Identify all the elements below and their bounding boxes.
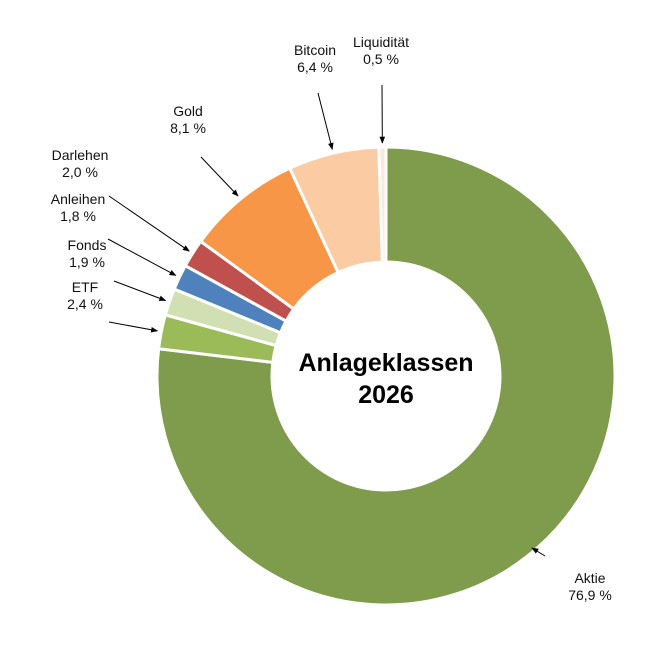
center-title-line-1: Anlageklassen — [298, 349, 473, 377]
label-value-darlehen: 2,0 % — [62, 164, 98, 180]
label-value-fonds: 1,9 % — [69, 254, 105, 270]
leader-line-aktie — [531, 547, 546, 557]
slice-aktie — [155, 145, 617, 607]
label-name-darlehen: Darlehen — [52, 147, 109, 163]
leader-line-anleihen — [107, 238, 177, 276]
label-name-anleihen: Anleihen — [51, 191, 106, 207]
label-value-gold: 8,1 % — [170, 120, 206, 136]
slices-layer — [155, 145, 617, 607]
label-name-liquidit-t: Liquidität — [353, 34, 409, 50]
leader-line-darlehen — [108, 195, 190, 252]
label-value-liquidit-t: 0,5 % — [363, 51, 399, 67]
leader-line-fonds — [113, 280, 167, 301]
label-value-anleihen: 1,8 % — [60, 208, 96, 224]
label-value-bitcoin: 6,4 % — [297, 59, 333, 75]
label-name-gold: Gold — [173, 103, 203, 119]
leader-line-gold — [200, 156, 239, 197]
label-name-aktie: Aktie — [574, 570, 605, 586]
label-name-fonds: Fonds — [68, 237, 107, 253]
label-name-bitcoin: Bitcoin — [294, 42, 336, 58]
center-title-line-2: 2026 — [358, 381, 414, 409]
label-value-aktie: 76,9 % — [568, 587, 612, 603]
leader-lines-layer — [107, 84, 546, 557]
leader-line-etf — [108, 321, 159, 333]
slice-liquidit-t — [377, 145, 388, 264]
label-value-etf: 2,4 % — [67, 296, 103, 312]
label-name-etf: ETF — [72, 279, 98, 295]
leader-line-bitcoin — [317, 92, 334, 150]
